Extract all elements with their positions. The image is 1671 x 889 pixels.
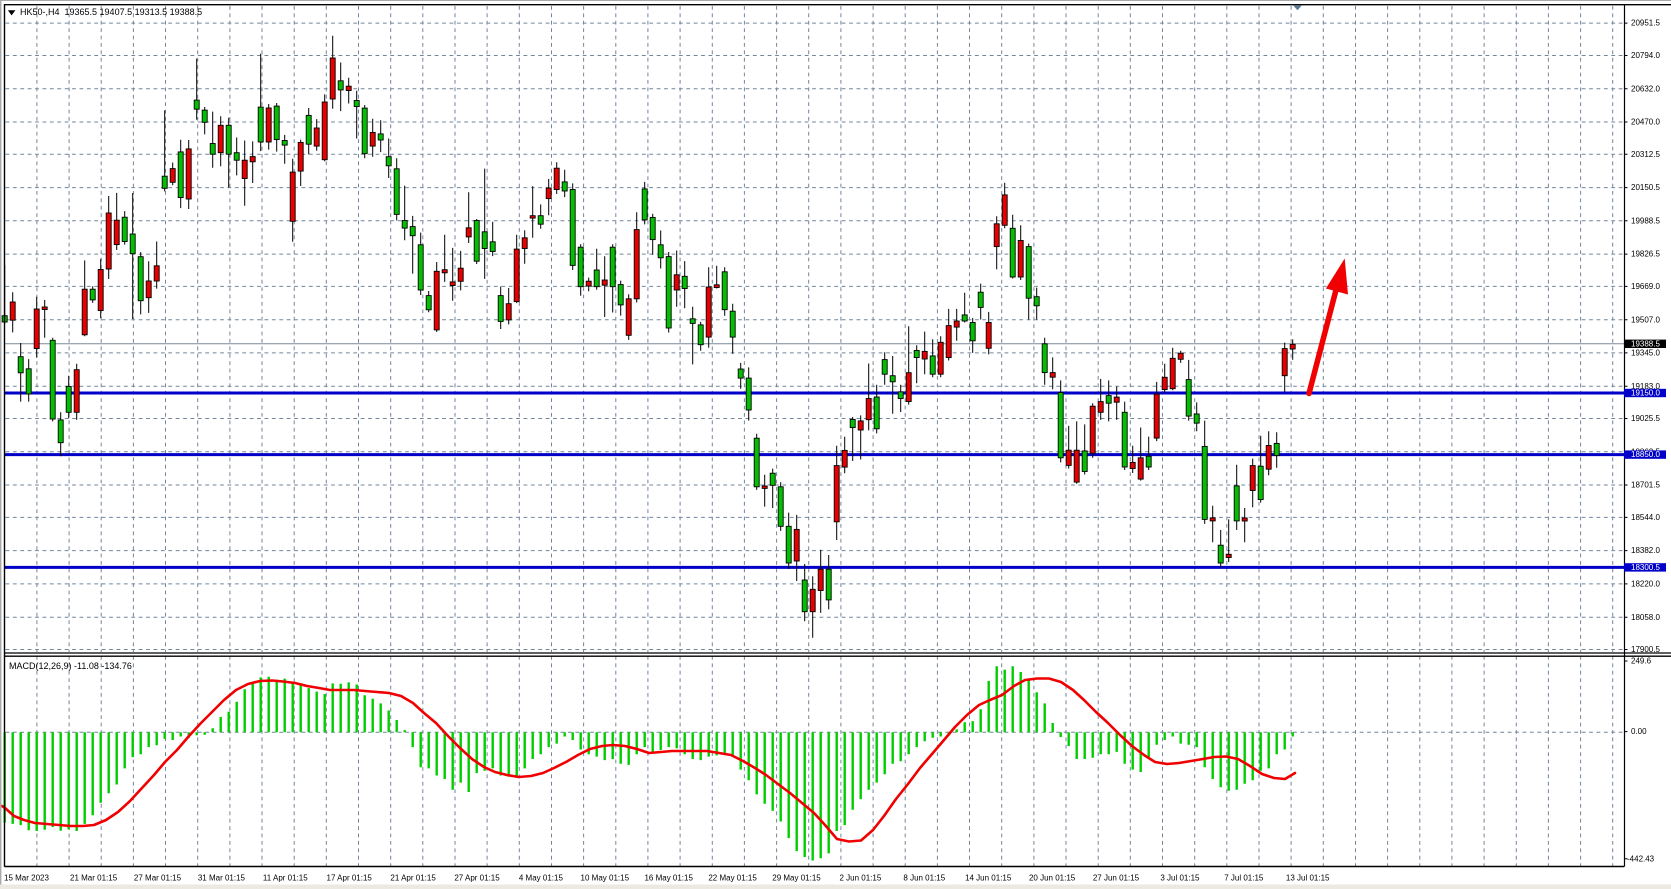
svg-text:-442.43: -442.43 (1627, 854, 1655, 863)
svg-text:3 Jul 01:15: 3 Jul 01:15 (1160, 874, 1200, 883)
svg-text:10 May 01:15: 10 May 01:15 (581, 874, 630, 883)
svg-text:249.6: 249.6 (1631, 657, 1652, 666)
svg-text:20794.0: 20794.0 (1631, 51, 1660, 60)
svg-text:20 Jun 01:15: 20 Jun 01:15 (1029, 874, 1076, 883)
svg-text:19345.0: 19345.0 (1631, 349, 1660, 358)
svg-text:13 Jul 01:15: 13 Jul 01:15 (1286, 874, 1330, 883)
svg-text:20951.5: 20951.5 (1631, 19, 1660, 28)
svg-text:2 Jun 01:15: 2 Jun 01:15 (839, 874, 881, 883)
svg-text:20312.5: 20312.5 (1631, 150, 1660, 159)
svg-text:18220.0: 18220.0 (1631, 580, 1660, 589)
svg-text:27 Jun 01:15: 27 Jun 01:15 (1093, 874, 1140, 883)
svg-text:7 Jul 01:15: 7 Jul 01:15 (1224, 874, 1264, 883)
svg-text:20632.0: 20632.0 (1631, 84, 1660, 93)
svg-text:18382.0: 18382.0 (1631, 546, 1660, 555)
svg-text:0.00: 0.00 (1631, 727, 1647, 736)
svg-text:19183.0: 19183.0 (1631, 382, 1660, 391)
svg-text:22 May 01:15: 22 May 01:15 (708, 874, 757, 883)
svg-text:17 Apr 01:15: 17 Apr 01:15 (327, 874, 373, 883)
svg-text:19669.0: 19669.0 (1631, 282, 1660, 291)
svg-text:8 Jun 01:15: 8 Jun 01:15 (903, 874, 945, 883)
svg-text:27 Apr 01:15: 27 Apr 01:15 (454, 874, 500, 883)
svg-text:18544.0: 18544.0 (1631, 513, 1660, 522)
svg-text:31 Mar 01:15: 31 Mar 01:15 (198, 874, 246, 883)
svg-text:19988.5: 19988.5 (1631, 216, 1660, 225)
svg-text:18300.5: 18300.5 (1631, 563, 1660, 572)
svg-text:MACD(12,26,9) -11.08 -134.76: MACD(12,26,9) -11.08 -134.76 (9, 661, 132, 671)
svg-text:18701.5: 18701.5 (1631, 481, 1660, 490)
svg-text:15 Mar 2023: 15 Mar 2023 (4, 874, 49, 883)
svg-text:17900.5: 17900.5 (1631, 645, 1660, 654)
svg-text:21 Mar 01:15: 21 Mar 01:15 (70, 874, 118, 883)
svg-text:20150.5: 20150.5 (1631, 183, 1660, 192)
svg-text:18058.0: 18058.0 (1631, 613, 1660, 622)
svg-text:14 Jun 01:15: 14 Jun 01:15 (965, 874, 1012, 883)
svg-text:19025.5: 19025.5 (1631, 414, 1660, 423)
svg-text:4 May 01:15: 4 May 01:15 (519, 874, 564, 883)
svg-text:HK50-,H4 19365.5 19407.5 1931: HK50-,H4 19365.5 19407.5 19313.5 19388.5 (20, 7, 202, 17)
svg-text:16 May 01:15: 16 May 01:15 (644, 874, 693, 883)
svg-text:19150.0: 19150.0 (1631, 389, 1660, 398)
svg-text:21 Apr 01:15: 21 Apr 01:15 (390, 874, 436, 883)
svg-text:19826.5: 19826.5 (1631, 250, 1660, 259)
svg-text:19388.5: 19388.5 (1631, 339, 1660, 348)
svg-text:20470.0: 20470.0 (1631, 118, 1660, 127)
svg-text:29 May 01:15: 29 May 01:15 (772, 874, 821, 883)
svg-text:11 Apr 01:15: 11 Apr 01:15 (263, 874, 308, 883)
svg-text:18850.0: 18850.0 (1631, 450, 1660, 459)
svg-text:27 Mar 01:15: 27 Mar 01:15 (134, 874, 182, 883)
svg-text:19507.0: 19507.0 (1631, 315, 1660, 324)
